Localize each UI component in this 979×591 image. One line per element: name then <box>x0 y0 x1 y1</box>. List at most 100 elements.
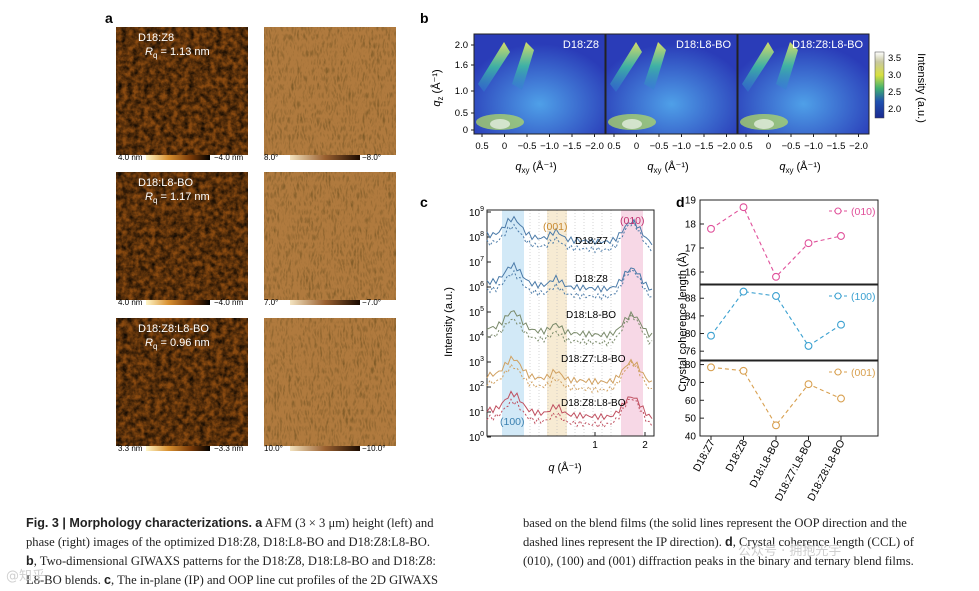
qxy-sub: xy <box>653 166 661 175</box>
q-tick-label: 1 <box>592 440 598 451</box>
qxy-tick-label: −1.5 <box>563 141 582 152</box>
ccl-series-line <box>710 206 842 278</box>
ccl-y-tick-label: 16 <box>685 268 697 279</box>
qxy-tick-label: −1.5 <box>695 141 714 152</box>
giwaxs-lobe <box>610 42 642 92</box>
qxy-tick-label: 0.5 <box>475 141 488 152</box>
tick-exp: 1 <box>480 406 484 413</box>
intensity-tick-label: 106 <box>469 281 484 294</box>
afm-phase-texture <box>264 27 396 155</box>
oop-line-cut <box>486 390 653 421</box>
tick-base: 10 <box>469 233 481 244</box>
watermark-2: @知乎 <box>6 569 46 584</box>
tick-base: 10 <box>469 283 481 294</box>
rq-symbol: R <box>145 337 153 349</box>
ccl-y-tick-label: 17 <box>685 244 697 255</box>
afm-roughness: Rq = 1.13 nm <box>145 46 210 60</box>
phase-scale-min: −8.0° <box>362 153 381 162</box>
qxy-tick-label: 0.5 <box>739 141 752 152</box>
giwaxs-lobe <box>644 42 666 90</box>
qxy-unit: (Å⁻¹) <box>661 160 688 173</box>
giwaxs-lobe <box>742 42 774 92</box>
line-cut-label: D18:Z8:L8-BO <box>561 398 626 409</box>
caption-r-line3: (010), (100) and (001) diffraction peaks… <box>523 554 914 568</box>
figure-caption-left: Fig. 3 | Morphology characterizations. a… <box>26 514 496 590</box>
ccl-point <box>804 239 813 248</box>
giwaxs-title: D18:L8-BO <box>676 39 731 51</box>
oop-line-cut <box>486 215 653 246</box>
tick-exp: 8 <box>480 231 484 238</box>
ccl-y-tick-label: 19 <box>685 196 697 207</box>
ccl-y-tick-label: 80 <box>685 329 697 340</box>
tick-base: 10 <box>469 383 481 394</box>
tick-base: 10 <box>469 408 481 419</box>
qz-tick-label: 1.6 <box>455 60 468 71</box>
band-001 <box>547 210 567 436</box>
ccl-y-tick-label: 18 <box>685 220 697 231</box>
peak-label-010: (010) <box>620 215 645 227</box>
ccl-point <box>739 366 748 375</box>
afm-phase-texture <box>264 172 396 300</box>
afm-height-texture <box>116 172 248 300</box>
ccl-point <box>804 380 813 389</box>
panel-c-letter: c <box>420 194 428 210</box>
q-axis-label: q (Å⁻¹) <box>548 461 581 474</box>
ccl-point <box>739 203 748 212</box>
ccl-point <box>837 232 845 240</box>
ccl-x-tick-label: D18:Z7 <box>691 438 718 474</box>
caption-line2: phase (right) images of the optimized D1… <box>26 535 430 549</box>
figure-caption-right: based on the blend films (the solid line… <box>523 514 975 571</box>
tick-exp: 9 <box>480 206 484 213</box>
qxy-tick-label: 0.5 <box>607 141 620 152</box>
height-scale-bar <box>146 446 210 451</box>
ccl-legend-marker <box>834 207 842 215</box>
ccl-series-line <box>710 366 842 427</box>
giwaxs-peak <box>622 119 642 129</box>
ccl-legend-label: (100) <box>851 291 876 303</box>
line-cut-panel: Intensity (a.u.) q (Å⁻¹) 109108107106105… <box>443 206 655 474</box>
height-scale-bar <box>146 300 210 305</box>
giwaxs-lobe <box>776 42 798 90</box>
caption-b: b <box>26 554 34 568</box>
height-scale-bar <box>146 155 210 160</box>
rq-subscript: q <box>153 342 157 351</box>
caption-line1: AFM (3 × 3 μm) height (left) and <box>262 516 434 530</box>
qxy-tick-label: −0.5 <box>650 141 669 152</box>
qxy-sub: xy <box>521 166 529 175</box>
ccl-point <box>739 287 748 296</box>
qz-tick-label: 1.0 <box>455 86 468 97</box>
qxy-symbol: q <box>515 161 522 173</box>
afm-phase-texture <box>264 318 396 446</box>
q-tick-label: 2 <box>642 440 648 451</box>
plot-frame <box>486 209 655 437</box>
qxy-unit: (Å⁻¹) <box>529 160 556 173</box>
ccl-x-tick-label: D18:L8-BO <box>747 438 782 490</box>
line-cut-label: D18:Z7 <box>575 236 608 247</box>
height-scale-max: 4.0 nm <box>118 153 143 162</box>
caption-r-line2b: , Crystal coherence length (CCL) of <box>732 535 914 549</box>
tick-exp: 0 <box>480 431 484 438</box>
height-scale-max: 3.3 nm <box>118 444 143 453</box>
qxy-sub: xy <box>785 166 793 175</box>
ccl-y-tick-label: 84 <box>685 311 697 322</box>
height-scale-max: 4.0 nm <box>118 298 143 307</box>
ccl-point <box>772 292 780 300</box>
qxy-symbol: q <box>779 161 786 173</box>
colorbar-tick-label: 2.0 <box>888 104 901 115</box>
height-scale-min: −3.3 nm <box>214 444 243 453</box>
caption-r-line1: based on the blend films (the solid line… <box>523 516 907 530</box>
colorbar-tick-label: 2.5 <box>888 87 901 98</box>
ip-line-cut <box>486 360 653 394</box>
ccl-point <box>707 363 715 372</box>
giwaxs-peak <box>754 119 774 129</box>
qxy-tick-label: −1.0 <box>540 141 559 152</box>
qxy-symbol: q <box>647 161 654 173</box>
tick-exp: 7 <box>480 256 484 263</box>
tick-exp: 2 <box>480 381 484 388</box>
ccl-y-tick-label: 76 <box>685 347 697 358</box>
rq-subscript: q <box>153 196 157 205</box>
phase-scale-bar <box>290 446 360 451</box>
ccl-legend-label: (001) <box>851 367 876 379</box>
tick-exp: 3 <box>480 356 484 363</box>
